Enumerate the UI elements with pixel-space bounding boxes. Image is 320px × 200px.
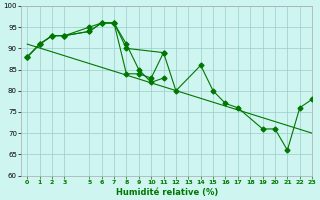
X-axis label: Humidité relative (%): Humidité relative (%) [116,188,218,197]
